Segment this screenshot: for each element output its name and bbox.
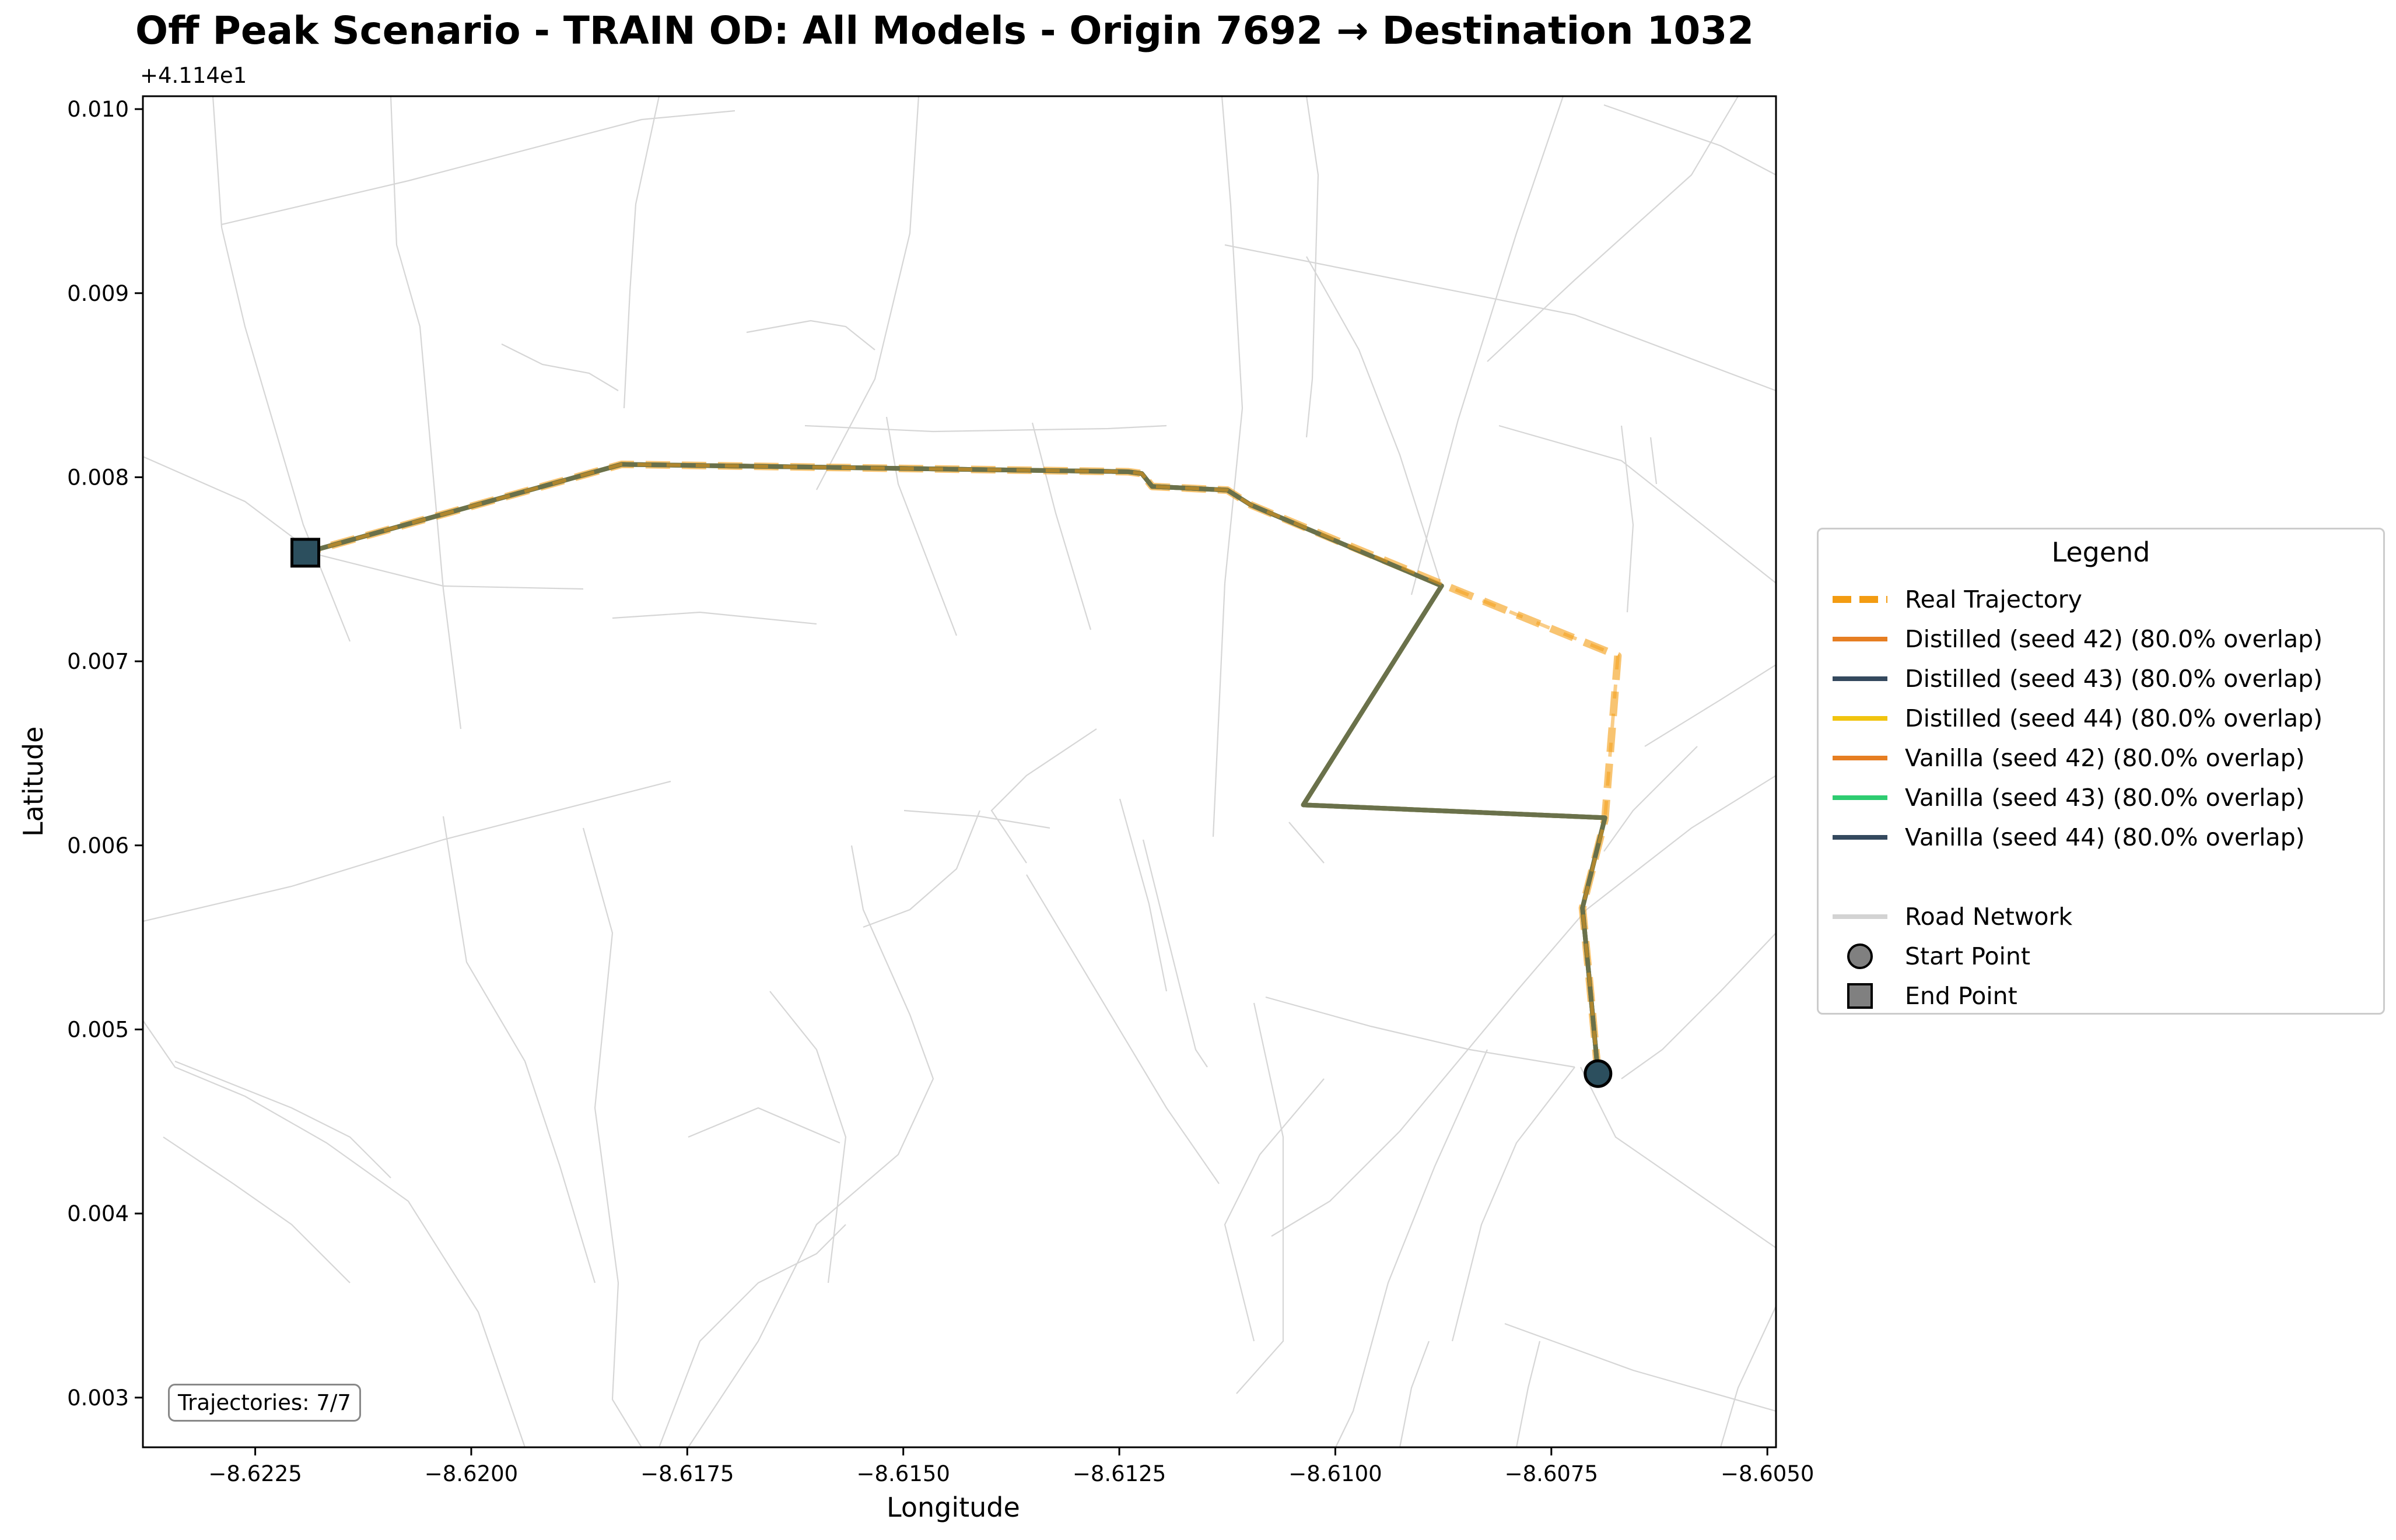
- legend-symbol: [1833, 596, 1887, 603]
- legend-symbol: [1833, 676, 1887, 681]
- legend-symbol: [1833, 716, 1887, 721]
- y-tick-label: 0.006: [67, 833, 129, 858]
- y-tick-label: 0.009: [67, 281, 129, 306]
- y-tick-label: 0.005: [67, 1017, 129, 1042]
- legend-symbol: [1833, 756, 1887, 760]
- legend-label: Vanilla (seed 43) (80.0% overlap): [1905, 784, 2305, 812]
- model-trajectory-line: [304, 462, 1607, 1074]
- legend-entry: Distilled (seed 43) (80.0% overlap): [1828, 661, 2323, 696]
- legend-symbol: [1833, 637, 1887, 641]
- legend-entry: Distilled (seed 44) (80.0% overlap): [1828, 701, 2323, 736]
- legend-label: Road Network: [1905, 903, 2073, 931]
- x-tick-label: −8.6125: [1073, 1461, 1166, 1486]
- legend-symbol: [1833, 835, 1887, 840]
- legend-symbol: [1847, 943, 1873, 969]
- legend-entry: Distilled (seed 42) (80.0% overlap): [1828, 622, 2323, 657]
- legend-label: Vanilla (seed 44) (80.0% overlap): [1905, 823, 2305, 851]
- road-network: [142, 96, 1777, 1448]
- x-tick-label: −8.6150: [856, 1461, 950, 1486]
- x-tick-label: −8.6200: [425, 1461, 518, 1486]
- legend-symbol: [1847, 983, 1873, 1009]
- y-axis-label: Latitude: [17, 726, 49, 837]
- y-tick-label: 0.008: [67, 465, 129, 490]
- legend-symbol: [1833, 914, 1887, 919]
- x-axis-label: Longitude: [887, 1492, 1020, 1523]
- legend-title: Legend: [2051, 536, 2150, 568]
- legend-label: Distilled (seed 44) (80.0% overlap): [1905, 704, 2323, 732]
- legend-label: Distilled (seed 43) (80.0% overlap): [1905, 665, 2323, 693]
- model-trajectory-line: [304, 462, 1607, 1074]
- x-tick-label: −8.6175: [640, 1461, 734, 1486]
- y-tick-label: 0.007: [67, 649, 129, 674]
- chart-title: Off Peak Scenario - TRAIN OD: All Models…: [135, 8, 1754, 53]
- model-trajectory-line: [304, 462, 1607, 1074]
- real-trajectory-line: [304, 460, 1622, 1074]
- y-tick-label: 0.004: [67, 1201, 129, 1226]
- real-trajectory-overlay: [304, 462, 1620, 1074]
- legend-label: End Point: [1905, 982, 2017, 1010]
- x-tick-label: −8.6050: [1721, 1461, 1814, 1486]
- legend-label: Real Trajectory: [1905, 585, 2082, 613]
- y-tick-label: 0.003: [67, 1385, 129, 1411]
- y-offset-label: +4.114e1: [140, 63, 247, 88]
- legend-entry: Vanilla (seed 44) (80.0% overlap): [1828, 820, 2305, 855]
- legend: Legend Real Trajectory Distilled (seed 42…: [1817, 528, 2385, 1015]
- model-trajectory-line: [304, 462, 1607, 1074]
- legend-entry: End Point: [1828, 978, 2017, 1013]
- y-tick-label: 0.010: [67, 97, 129, 122]
- legend-label: Vanilla (seed 42) (80.0% overlap): [1905, 744, 2305, 772]
- legend-label: Start Point: [1905, 942, 2030, 970]
- x-tick-label: −8.6075: [1505, 1461, 1598, 1486]
- model-trajectory-line: [304, 462, 1607, 1074]
- od-markers: [290, 538, 1613, 1088]
- legend-entry: Start Point: [1828, 939, 2030, 974]
- legend-entry: Vanilla (seed 42) (80.0% overlap): [1828, 741, 2305, 776]
- legend-entry: Road Network: [1828, 899, 2072, 934]
- legend-label: Distilled (seed 42) (80.0% overlap): [1905, 625, 2323, 653]
- model-trajectory-line: [304, 462, 1607, 1074]
- trajectory-paths: [304, 460, 1622, 1074]
- start-point-marker: [1584, 1059, 1613, 1088]
- legend-entry: Real Trajectory: [1828, 582, 2082, 617]
- x-tick-label: −8.6100: [1288, 1461, 1382, 1486]
- trajectory-count-badge: Trajectories: 7/7: [168, 1384, 361, 1422]
- legend-symbol: [1833, 795, 1887, 800]
- x-tick-label: −8.6225: [208, 1461, 302, 1486]
- plot-frame: [142, 95, 1777, 1448]
- end-point-marker: [290, 538, 321, 568]
- legend-entry: Vanilla (seed 43) (80.0% overlap): [1828, 780, 2305, 815]
- axes: −8.6225 −8.6200 −8.6175 −8.6150 −8.6125 −8.61…: [67, 95, 1814, 1486]
